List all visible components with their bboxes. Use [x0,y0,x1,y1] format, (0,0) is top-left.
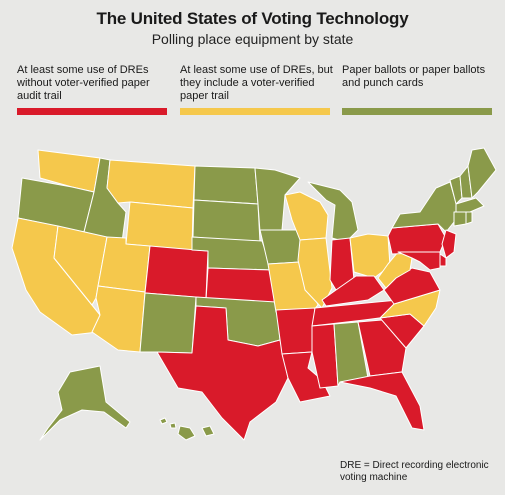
map-title: The United States of Voting Technology [96,9,409,28]
state-massachusetts [455,197,485,213]
state-wyoming [125,201,194,251]
state-utah [97,236,151,293]
state-colorado [144,245,209,299]
legend-item-paper: Paper ballots or paper ballots and punch… [342,64,492,115]
state-florida [339,371,425,431]
dre-footnote: DRE = Direct recording electronic voting… [340,460,489,483]
state-south-dakota [192,199,261,244]
map-subtitle: Polling place equipment by state [151,31,354,47]
state-alaska [39,365,131,441]
state-connecticut [453,211,467,227]
state-arkansas [275,307,316,355]
state-tennessee [311,299,399,327]
state-wisconsin [284,191,329,241]
state-pennsylvania [387,223,447,255]
state-nevada [53,225,108,306]
state-new-jersey [441,229,457,259]
state-minnesota [254,167,301,233]
state-north-dakota [193,165,259,205]
legend-swatch-dre-paper [180,108,330,115]
legend-label-paper: Paper ballots or paper ballots and punch… [342,64,486,89]
legend-swatch-dre [17,108,167,115]
state-mississippi [311,323,339,389]
legend-label-dre: At least some use of DREs without voter-… [17,64,150,102]
state-hawaii [159,417,215,441]
state-rhode-island [465,211,473,225]
state-texas [156,305,289,441]
legend-label-dre-paper: At least some use of DREs, but they incl… [180,64,333,102]
us-map [11,147,497,441]
state-maine [467,147,497,199]
state-new-york [391,181,459,233]
state-maryland [397,251,441,271]
legend-swatch-paper [342,108,492,115]
state-new-mexico [139,292,197,354]
legend-item-dre-paper: At least some use of DREs, but they incl… [180,64,335,115]
state-arizona [91,285,146,353]
state-kentucky [321,275,385,307]
state-louisiana [281,351,331,403]
legend-item-dre: At least some use of DREs without voter-… [17,64,167,115]
state-montana [106,159,196,209]
